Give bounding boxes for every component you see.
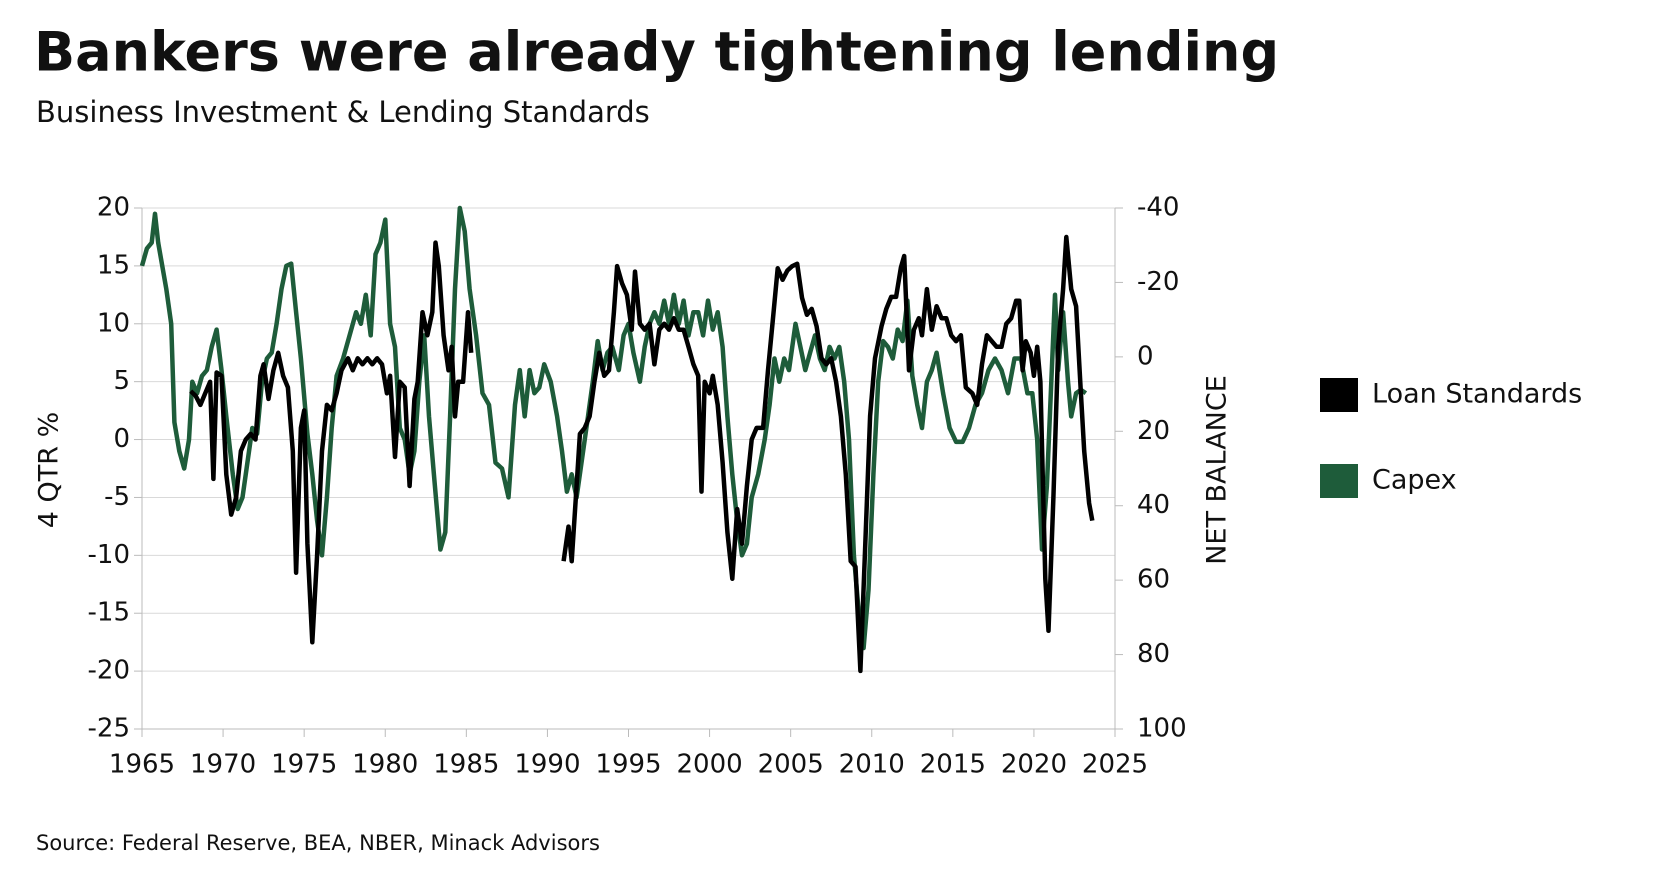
y-tick-label: 5	[113, 366, 130, 396]
y2-tick-label: 100	[1137, 714, 1187, 744]
series-line	[189, 234, 1095, 674]
x-tick-label: 1990	[514, 750, 580, 780]
y2-axis-label: NET BALANCE	[1202, 375, 1233, 565]
x-tick-label: 2005	[758, 750, 824, 780]
y-tick-label: -20	[88, 656, 130, 686]
x-tick-label: 2020	[1001, 750, 1067, 780]
x-tick-label: 2025	[1082, 750, 1148, 780]
y2-tick-label: -40	[1137, 193, 1179, 223]
y-tick-label: -10	[88, 540, 130, 570]
y2-tick-label: 20	[1137, 416, 1170, 446]
y-tick-label: 15	[97, 250, 130, 280]
y-tick-label: -25	[88, 714, 130, 744]
legend-swatch	[1320, 464, 1358, 498]
x-tick-label: 1980	[352, 750, 418, 780]
y2-tick-label: 80	[1137, 639, 1170, 669]
x-tick-label: 1970	[190, 750, 256, 780]
x-tick-label: 1965	[109, 750, 175, 780]
y-tick-label: 10	[97, 308, 130, 338]
y-axis-label: 4 QTR %	[34, 412, 65, 529]
y-tick-label: 20	[97, 193, 130, 223]
series-line	[139, 205, 1088, 651]
x-tick-label: 2015	[920, 750, 986, 780]
x-tick-label: 2010	[839, 750, 905, 780]
chart-subtitle: Business Investment & Lending Standards	[36, 95, 650, 129]
x-tick-label: 1975	[271, 750, 337, 780]
x-tick-label: 1985	[433, 750, 499, 780]
legend-label: Capex	[1372, 465, 1457, 496]
y2-tick-label: 60	[1137, 565, 1170, 595]
x-tick-label: 2000	[676, 750, 742, 780]
y-tick-label: -15	[88, 598, 130, 628]
y-tick-label: 0	[113, 424, 130, 454]
x-tick-label: 1995	[595, 750, 661, 780]
y2-tick-label: -20	[1137, 267, 1179, 297]
source-note: Source: Federal Reserve, BEA, NBER, Mina…	[36, 831, 600, 855]
legend-label: Loan Standards	[1372, 379, 1582, 410]
y-tick-label: -5	[104, 482, 130, 512]
chart-title: Bankers were already tightening lending	[34, 21, 1279, 84]
legend-swatch	[1320, 378, 1358, 412]
y2-tick-label: 0	[1137, 341, 1154, 371]
y2-tick-label: 40	[1137, 490, 1170, 520]
